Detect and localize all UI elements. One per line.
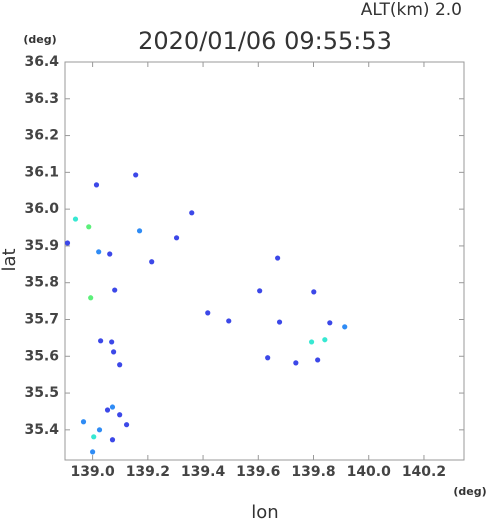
y-unit: (deg)	[23, 33, 56, 46]
x-tick-label: 139.2	[126, 464, 170, 480]
echo-point	[327, 320, 333, 326]
y-tick-label: 35.8	[24, 275, 59, 291]
y-tick-label: 35.5	[24, 385, 59, 401]
echo-point	[90, 449, 96, 455]
y-axis-label: lat	[0, 248, 20, 271]
echo-point	[265, 355, 271, 361]
echo-point	[293, 360, 299, 366]
echo-point	[96, 427, 103, 433]
echo-point	[91, 434, 97, 440]
y-tick-label: 35.7	[24, 311, 59, 327]
echo-point	[117, 362, 123, 368]
echo-point	[226, 318, 232, 324]
y-tick-label: 36.1	[24, 164, 59, 180]
echo-point	[342, 324, 348, 330]
x-axis-label: lon	[251, 502, 278, 521]
y-tick-label: 36.2	[24, 128, 59, 144]
y-tick-label: 36.0	[24, 201, 59, 217]
echo-point	[96, 249, 102, 255]
x-tick-label: 140.2	[402, 464, 446, 480]
y-tick-label: 35.4	[24, 422, 59, 438]
echo-point	[189, 210, 195, 216]
x-tick-label: 139.0	[70, 464, 115, 480]
echo-point	[276, 319, 283, 325]
echo-point	[257, 288, 263, 294]
echo-point	[86, 224, 92, 230]
echo-point	[104, 407, 111, 413]
x-tick-label: 139.4	[181, 464, 226, 480]
plot-frame	[64, 61, 465, 461]
echo-point	[93, 182, 100, 188]
x-tick-label: 139.8	[291, 464, 335, 480]
x-tick-label: 139.6	[236, 464, 280, 480]
echo-point	[123, 422, 130, 428]
echo-point	[173, 235, 180, 241]
echo-point	[308, 339, 315, 345]
echo-point	[136, 228, 143, 234]
echo-point	[117, 412, 123, 418]
echo-point	[133, 172, 139, 178]
echo-point	[98, 338, 104, 344]
echo-point	[275, 255, 281, 261]
chart-title: 2020/01/06 09:55:53	[138, 27, 392, 55]
x-unit: (deg)	[453, 485, 486, 498]
echo-point	[72, 216, 79, 222]
echo-point	[109, 404, 116, 410]
chart-subtitle: ALT(km) 2.0	[361, 0, 462, 20]
echo-point	[109, 437, 116, 443]
echo-point	[80, 419, 87, 425]
echo-point	[110, 349, 117, 355]
echo-point	[109, 339, 115, 345]
x-tick-label: 140.0	[347, 464, 392, 480]
echo-point	[311, 289, 317, 295]
echo-point	[88, 295, 94, 301]
echo-point	[149, 259, 155, 265]
y-tick-label: 36.3	[24, 91, 59, 107]
y-tick-label: 36.4	[24, 54, 59, 70]
echo-point	[107, 251, 113, 257]
y-tick-label: 35.6	[24, 348, 59, 364]
echo-point	[315, 357, 321, 363]
echo-point	[205, 310, 211, 316]
echo-point	[64, 240, 71, 246]
y-tick-label: 35.9	[24, 238, 59, 254]
echo-point	[322, 337, 328, 343]
echo-point	[112, 287, 118, 293]
